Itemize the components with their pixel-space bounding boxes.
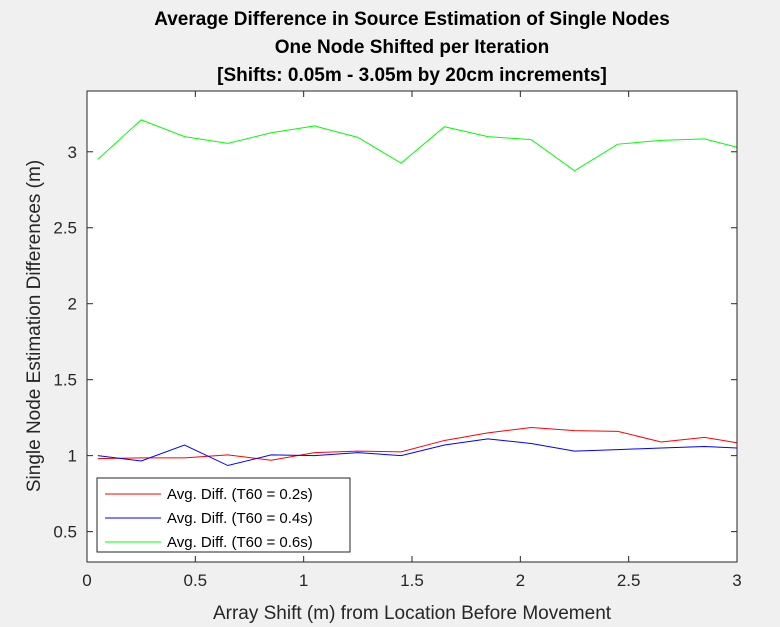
x-tick-label: 1.5 <box>400 571 424 590</box>
legend-box <box>96 477 351 553</box>
y-tick-label: 2 <box>68 295 77 314</box>
x-tick-label: 1 <box>299 571 308 590</box>
series-line-2 <box>97 438 738 467</box>
x-tick-label: 0.5 <box>184 571 208 590</box>
x-tick-label: 2.5 <box>617 571 641 590</box>
y-tick-label: 2.5 <box>53 219 77 238</box>
y-tick-label: 0.5 <box>53 523 77 542</box>
chart-title-line-3: [Shifts: 0.05m - 3.05m by 20cm increment… <box>217 65 607 86</box>
series-line-3 <box>97 119 738 172</box>
x-tick-label: 2 <box>516 571 525 590</box>
y-axis-label: Single Node Estimation Differences (m) <box>24 160 45 492</box>
series-lines <box>97 119 738 467</box>
x-axis-label: Array Shift (m) from Location Before Mov… <box>213 603 612 624</box>
legend-label: Avg. Diff. (T60 = 0.6s) <box>167 534 313 551</box>
series-line-1 <box>97 427 738 461</box>
y-tick-label: 3 <box>68 143 77 162</box>
y-tick-label: 1 <box>68 447 77 466</box>
chart-title-line-1: Average Difference in Source Estimation … <box>154 9 670 30</box>
plot-frame <box>86 90 738 563</box>
legend-label: Avg. Diff. (T60 = 0.2s) <box>167 486 313 503</box>
x-tick-label: 0 <box>82 571 91 590</box>
legend-entries: Avg. Diff. (T60 = 0.2s) Avg. Diff. (T60 =… <box>105 486 313 551</box>
legend: Avg. Diff. (T60 = 0.2s) Avg. Diff. (T60 =… <box>96 477 351 553</box>
y-tick-label: 1.5 <box>53 371 77 390</box>
x-tick-label: 3 <box>732 571 741 590</box>
legend-label: Avg. Diff. (T60 = 0.4s) <box>167 510 313 527</box>
chart-title-line-2: One Node Shifted per Iteration <box>275 37 549 58</box>
